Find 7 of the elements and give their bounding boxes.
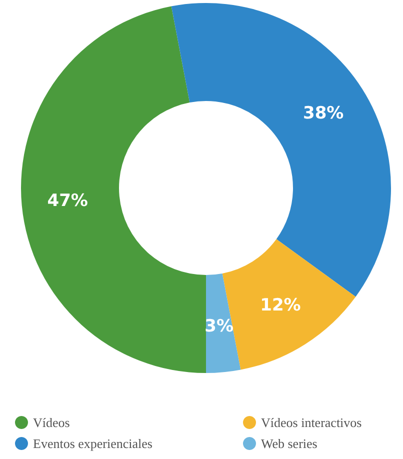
legend-label: Vídeos interactivos <box>261 415 362 430</box>
data-label: 47% <box>47 191 88 212</box>
data-label: 38% <box>303 104 344 124</box>
legend-label: Eventos experienciales <box>33 436 152 451</box>
legend-label: Vídeos <box>33 415 70 430</box>
legend-label: Web series <box>261 436 318 451</box>
data-label: 12% <box>260 295 301 316</box>
